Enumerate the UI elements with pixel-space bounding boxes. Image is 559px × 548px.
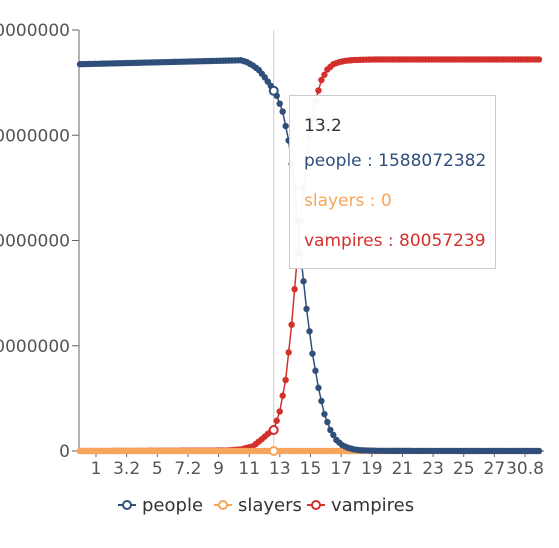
x-tick-label: 3.2	[113, 459, 140, 479]
data-point-vampires	[288, 321, 295, 328]
x-tick-label: 27	[484, 459, 506, 479]
tooltip-row-people: people : 1588072382	[304, 151, 487, 171]
data-point-people	[279, 108, 286, 115]
x-tick-label: 21	[392, 459, 414, 479]
data-point-people	[276, 100, 283, 107]
legend-marker-vampires	[311, 500, 321, 510]
series-people	[76, 57, 543, 455]
x-tick-label: 15	[300, 459, 322, 479]
x-tick-label: 25	[453, 459, 475, 479]
x-tick-label: 17	[330, 459, 352, 479]
data-point-vampires	[285, 349, 292, 356]
x-tick-label: 1	[91, 459, 102, 479]
data-point-people	[330, 431, 337, 439]
data-point-people	[309, 350, 316, 357]
x-tick-label: 13	[269, 459, 291, 479]
data-point-vampires	[279, 392, 286, 399]
data-point-vampires	[282, 376, 289, 384]
data-point-people	[306, 328, 313, 335]
tooltip: 13.2 people : 1588072382 slayers : 0 vam…	[289, 95, 496, 269]
data-point-vampires	[291, 285, 298, 293]
x-tick-label: 5	[152, 459, 163, 479]
legend-label-vampires: vampires	[331, 495, 414, 516]
data-point-people	[327, 426, 334, 434]
legend-marker-people	[122, 500, 132, 510]
data-point-vampires	[273, 417, 280, 424]
data-point-people	[321, 410, 328, 418]
data-point-people	[282, 122, 289, 130]
legend-item-people[interactable]: people	[118, 495, 203, 516]
legend-label-people: people	[142, 495, 203, 516]
data-point-people	[312, 367, 319, 374]
data-point-people	[315, 384, 322, 392]
hover-point-vampires	[268, 424, 279, 435]
data-point-vampires	[318, 76, 325, 84]
data-point-people	[318, 397, 325, 405]
x-tick-label: 9	[213, 459, 224, 479]
data-point-people	[300, 278, 307, 285]
y-tick-label: 0	[59, 442, 70, 462]
tooltip-title: 13.2	[304, 116, 342, 136]
data-point-people	[535, 447, 543, 455]
hover-point-slayers	[268, 446, 279, 456]
x-tick-label: 23	[422, 459, 444, 479]
legend-marker-slayers	[218, 500, 228, 510]
legend-item-slayers[interactable]: slayers	[214, 495, 302, 516]
x-tick-label: 11	[238, 459, 260, 479]
x-tick-label: 7.2	[174, 459, 201, 479]
hover-point-people	[268, 85, 279, 96]
x-tick-label: 19	[361, 459, 383, 479]
legend-label-slayers: slayers	[238, 495, 302, 516]
data-point-people	[324, 418, 331, 426]
data-point-vampires	[321, 71, 328, 78]
tooltip-row-vampires: vampires : 80057239	[304, 231, 486, 251]
tooltip-row-slayers: slayers : 0	[304, 191, 392, 211]
data-point-vampires	[315, 87, 322, 94]
data-point-vampires	[535, 56, 543, 63]
data-point-people	[303, 305, 310, 313]
legend-item-vampires[interactable]: vampires	[307, 495, 414, 516]
x-tick-label: 30.8	[506, 459, 544, 479]
data-point-vampires	[276, 408, 283, 415]
